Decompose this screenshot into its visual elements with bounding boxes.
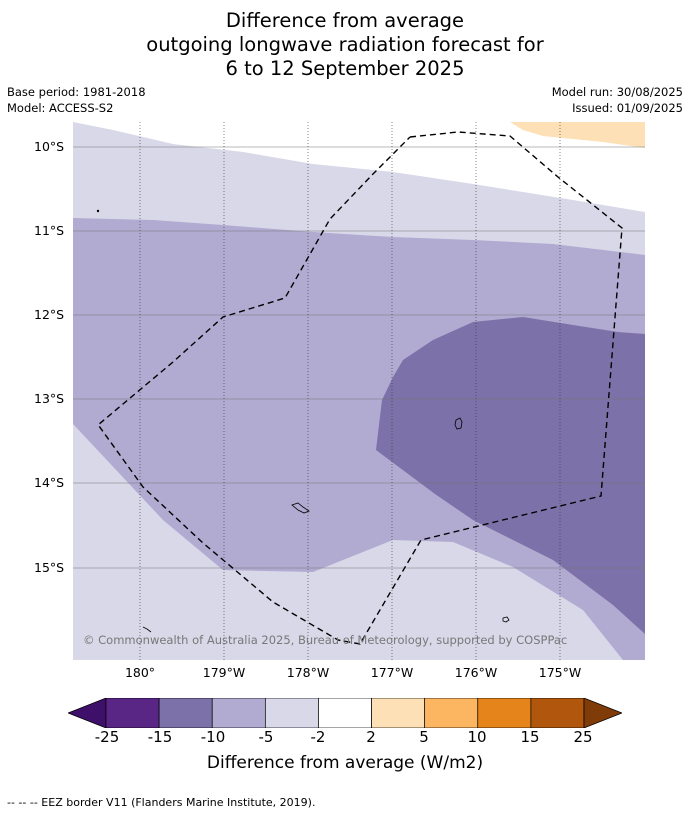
- model-name: Model: ACCESS-S2: [7, 101, 114, 115]
- colorbar-segment: [318, 698, 372, 728]
- islet-1: [96, 209, 100, 213]
- meta-left: Base period: 1981-2018 Model: ACCESS-S2: [7, 84, 146, 116]
- anomaly-band-minus2-to-2: [73, 122, 645, 212]
- islet-2: [142, 626, 152, 633]
- lat-label-11s: 11°S: [34, 223, 65, 238]
- copyright-notice: © Commonwealth of Australia 2025, Bureau…: [83, 633, 568, 647]
- colorbar-tick: -5: [258, 728, 274, 746]
- colorbar-extend-low: [68, 698, 107, 728]
- colorbar-tick: -15: [147, 728, 173, 746]
- colorbar-tick: 10: [467, 728, 487, 746]
- colorbar-segment: [530, 698, 585, 728]
- eez-legend-note: -- -- -- EEZ border V11 (Flanders Marine…: [7, 796, 316, 809]
- colorbar-label: Difference from average (W/m2): [206, 753, 484, 773]
- lat-label-13s: 13°S: [34, 391, 65, 406]
- island-2: [291, 502, 310, 514]
- lat-label-12s: 12°S: [34, 307, 65, 322]
- base-period: Base period: 1981-2018: [7, 85, 146, 99]
- issued-date: Issued: 01/09/2025: [572, 101, 683, 115]
- island-1: [454, 417, 463, 430]
- anomaly-band-minus10-to-minus15: [376, 317, 645, 634]
- lat-label-14s: 14°S: [34, 475, 65, 490]
- colorbar-tick: 2: [366, 728, 376, 746]
- map-panel: [73, 122, 645, 660]
- island-3: [502, 616, 510, 623]
- lon-label-180: 180°: [124, 665, 156, 680]
- colorbar-tick: -10: [200, 728, 226, 746]
- map-title: Difference from average outgoing longwav…: [0, 9, 690, 81]
- colorbar-segment: [211, 698, 266, 728]
- gridlines: [73, 122, 645, 660]
- lon-label-175w: 175°W: [538, 665, 582, 680]
- island-outlines: [96, 209, 510, 633]
- anomaly-band-2-to-5: [510, 122, 645, 148]
- colorbar-segment: [424, 698, 479, 728]
- colorbar-segment: [105, 698, 160, 728]
- colorbar: [68, 698, 622, 728]
- colorbar-segment: [477, 698, 532, 728]
- colorbar-tick: 5: [419, 728, 429, 746]
- colorbar-segment: [264, 698, 319, 728]
- lon-label-179w: 179°W: [202, 665, 246, 680]
- title-line-3: 6 to 12 September 2025: [225, 57, 465, 80]
- lat-label-15s: 15°S: [34, 560, 65, 575]
- colorbar-segment: [371, 698, 426, 728]
- eez-border: [96, 131, 623, 645]
- colorbar-segment: [158, 698, 213, 728]
- colorbar-tick: 15: [520, 728, 540, 746]
- model-run: Model run: 30/08/2025: [551, 85, 683, 99]
- colorbar-extend-high: [583, 698, 622, 728]
- colorbar-tick: -2: [310, 728, 326, 746]
- lon-label-176w: 176°W: [454, 665, 498, 680]
- colorbar-tick: 25: [573, 728, 593, 746]
- lon-label-177w: 177°W: [370, 665, 414, 680]
- lon-label-178w: 178°W: [286, 665, 330, 680]
- title-line-2: outgoing longwave radiation forecast for: [146, 33, 544, 56]
- meta-right: Model run: 30/08/2025 Issued: 01/09/2025: [552, 84, 683, 116]
- lat-label-10s: 10°S: [34, 139, 65, 154]
- colorbar-tick: -25: [94, 728, 120, 746]
- title-line-1: Difference from average: [225, 9, 465, 32]
